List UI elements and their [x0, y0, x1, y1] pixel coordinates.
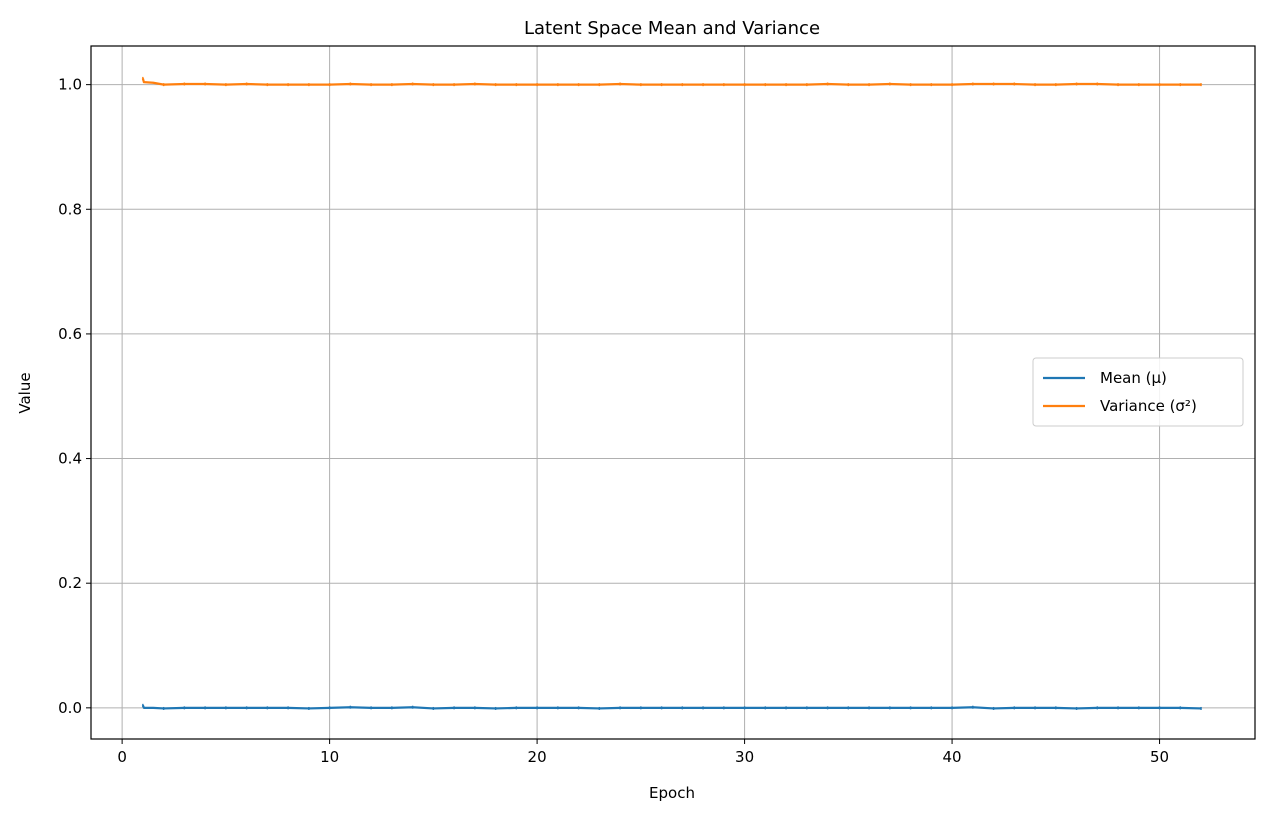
- plot-frame: [90, 45, 1256, 740]
- x-tick-label: 50: [1150, 748, 1169, 766]
- x-axis-ticks: 0 10 20 30 40 50: [117, 739, 1169, 766]
- x-tick-label: 30: [735, 748, 754, 766]
- legend-entry: Mean (μ): [1100, 369, 1167, 387]
- legend-box: [1032, 357, 1244, 427]
- legend-entry: Variance (σ²): [1100, 397, 1197, 415]
- y-axis-label: Value: [16, 372, 34, 413]
- y-tick-label: 0.2: [58, 574, 82, 592]
- chart-title: Latent Space Mean and Variance: [524, 18, 820, 39]
- x-tick-label: 40: [943, 748, 962, 766]
- y-axis-ticks: 0.0 0.2 0.4 0.6 0.8 1.0: [58, 76, 91, 717]
- y-tick-label: 0.0: [58, 699, 82, 717]
- series-line-mean: [141, 704, 1202, 710]
- series-layer: [141, 76, 1202, 710]
- y-tick-label: 1.0: [58, 76, 82, 94]
- y-tick-label: 0.6: [58, 325, 82, 343]
- x-axis-label: Epoch: [649, 784, 695, 802]
- x-tick-label: 20: [528, 748, 547, 766]
- y-tick-label: 0.4: [58, 450, 82, 468]
- series-line-variance: [141, 78, 1202, 86]
- y-tick-label: 0.8: [58, 200, 82, 218]
- x-tick-label: 0: [117, 748, 127, 766]
- x-tick-label: 10: [320, 748, 339, 766]
- legend: Mean (μ) Variance (σ²): [1032, 357, 1244, 427]
